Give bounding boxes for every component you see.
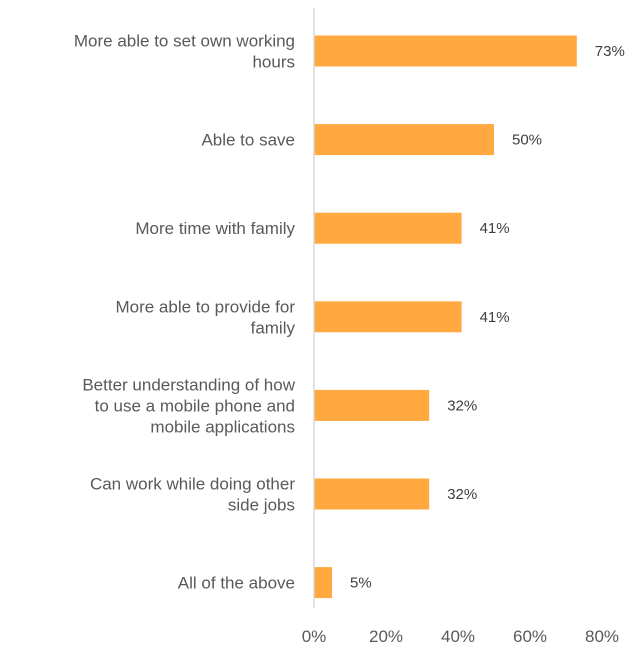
bar-4 [314,389,430,421]
category-label-line: More able to set own working [74,32,295,51]
category-label-line: Able to save [201,131,295,150]
category-label-5: Can work while doing other side jobs [90,475,295,515]
category-label-0: More able to set own working hours [74,32,295,72]
category-labels-group: More able to set own working hours Able to… [74,32,296,593]
category-label-line: family [251,318,296,337]
bar-6 [314,567,332,599]
x-tick-label-0: 0% [302,627,327,646]
category-label-line: More time with family [135,219,295,238]
category-label-line: side jobs [228,496,295,515]
data-label-0: 73% [595,43,625,60]
data-labels-group: 73% 50% 41% 41% 32% 32% 5% [350,43,625,592]
category-label-line: All of the above [178,574,295,593]
x-tick-label-3: 60% [513,627,547,646]
x-tick-labels-group: 0% 20% 40% 60% 80% [302,627,619,646]
data-label-5: 32% [447,486,477,503]
category-label-line: Better understanding of how [82,375,295,394]
bar-5 [314,478,430,510]
category-label-line: mobile applications [150,417,295,436]
bars-group [314,35,577,599]
x-tick-label-4: 80% [585,627,619,646]
bar-3 [314,301,462,333]
category-label-6: All of the above [178,574,295,593]
category-label-1: Able to save [201,131,295,150]
data-label-2: 41% [480,220,510,237]
category-label-3: More able to provide for family [115,297,295,337]
bar-2 [314,212,462,244]
data-label-3: 41% [480,309,510,326]
data-label-4: 32% [447,397,477,414]
bar-0 [314,35,577,67]
bar-1 [314,124,494,156]
category-label-2: More time with family [135,219,295,238]
category-label-4: Better understanding of how to use a mobi… [82,375,295,436]
category-label-line: hours [252,53,295,72]
x-tick-label-1: 20% [369,627,403,646]
category-label-line: Can work while doing other [90,475,295,494]
category-label-line: More able to provide for [115,297,295,316]
category-label-line: to use a mobile phone and [95,396,295,415]
data-label-1: 50% [512,132,542,149]
x-tick-label-2: 40% [441,627,475,646]
data-label-6: 5% [350,575,372,592]
